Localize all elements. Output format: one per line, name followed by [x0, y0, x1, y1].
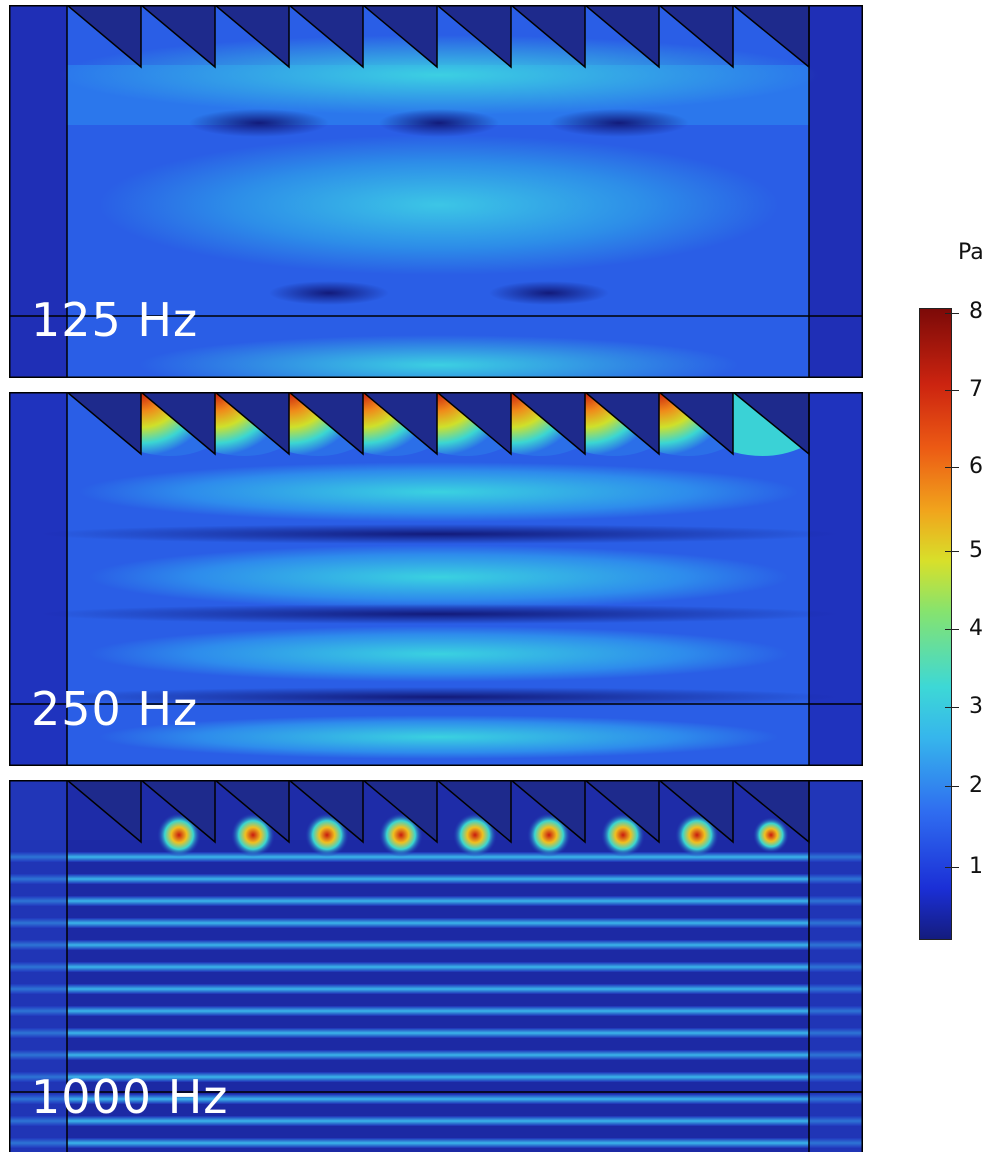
colorbar-tick-label: 7	[969, 377, 983, 402]
colorbar-tick	[952, 629, 959, 630]
pressure-field-250hz	[9, 392, 863, 766]
colorbar-tick	[945, 629, 952, 630]
frequency-label-125hz: 125 Hz	[31, 293, 199, 347]
diffuser-wedges	[65, 780, 810, 844]
colorbar-tick	[945, 390, 952, 391]
frequency-label-250hz: 250 Hz	[31, 682, 199, 736]
colorbar-unit-label: Pa	[958, 240, 984, 265]
colorbar-tick-label: 6	[969, 454, 983, 479]
colorbar-tick	[952, 467, 959, 468]
colorbar-tick	[952, 313, 959, 314]
colorbar-tick	[945, 867, 952, 868]
pressure-field-1000hz	[9, 780, 863, 1152]
colorbar-tick	[952, 786, 959, 787]
colorbar-tick	[945, 551, 952, 552]
pressure-field-125hz	[9, 5, 863, 378]
colorbar-tick	[945, 313, 952, 314]
colorbar-tick-label: 4	[969, 616, 983, 641]
colorbar-tick-label: 1	[969, 854, 983, 879]
diffuser-wedges	[65, 5, 810, 69]
colorbar-tick-label: 2	[969, 773, 983, 798]
colorbar-tick-label: 3	[969, 694, 983, 719]
colorbar-tick	[945, 467, 952, 468]
colorbar-tick	[952, 867, 959, 868]
field-panel-1000hz: 1000 Hz	[9, 780, 863, 1152]
colorbar-tick-label: 8	[969, 299, 983, 324]
colorbar: Pa 8 7 6 5 4 3 2 1	[905, 240, 995, 960]
colorbar-tick	[952, 551, 959, 552]
field-panel-250hz: 250 Hz	[9, 392, 863, 766]
field-panel-125hz: 125 Hz	[9, 5, 863, 378]
colorbar-tick	[945, 786, 952, 787]
diffuser-wedges	[65, 392, 810, 456]
colorbar-gradient	[919, 308, 952, 940]
hot-spots-1000hz	[157, 813, 789, 857]
colorbar-tick	[952, 707, 959, 708]
colorbar-tick	[952, 390, 959, 391]
frequency-label-1000hz: 1000 Hz	[31, 1070, 229, 1124]
colorbar-tick-label: 5	[969, 538, 983, 563]
colorbar-tick	[945, 707, 952, 708]
